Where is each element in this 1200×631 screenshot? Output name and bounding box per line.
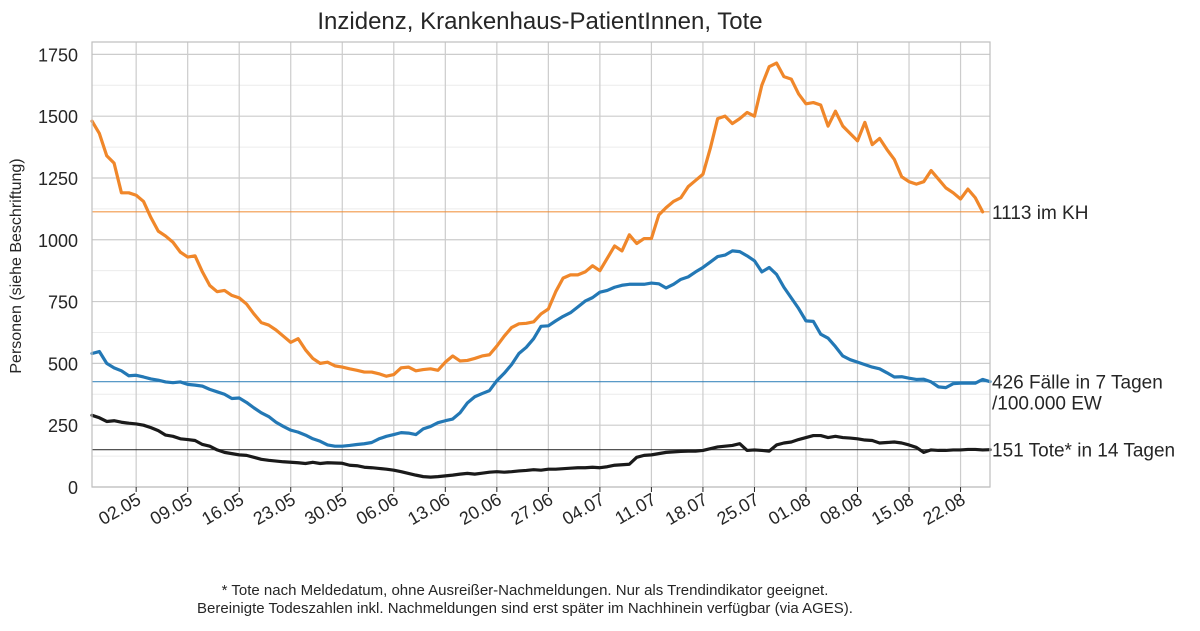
series-layer: [90, 61, 992, 479]
x-tick-label: 01.08: [765, 489, 814, 529]
y-tick-label: 250: [48, 416, 78, 436]
x-tick-labels: 02.05 09.05 16.05 23.05 30.05 06.06 13.06 20.06…: [95, 487, 969, 529]
x-tick-label: 08.08: [816, 489, 865, 529]
x-tick-label: 02.05: [95, 489, 144, 529]
y-tick-label: 500: [48, 354, 78, 374]
series-line-tote: [90, 413, 992, 479]
x-tick-label: 30.05: [301, 489, 350, 529]
y-tick-label: 1500: [38, 107, 78, 127]
reference-lines: [92, 211, 990, 451]
x-tick-label: 11.07: [612, 489, 660, 528]
x-tick-label: 27.06: [507, 489, 556, 529]
end-label-tote: 151 Tote* in 14 Tagen: [992, 441, 1175, 462]
x-tick-label: 15.08: [868, 489, 917, 529]
footnote-line-1: * Tote nach Meldedatum, ohne Ausreißer-N…: [221, 582, 829, 599]
y-tick-label: 0: [68, 478, 78, 498]
end-labels: 1113 im KH 426 Fälle in 7 Tagen/100.000 E…: [992, 203, 1175, 462]
x-tick-label: 16.05: [198, 489, 247, 529]
series-line-krankenhaus: [90, 61, 985, 378]
end-label-krankenhaus: 1113 im KH: [992, 203, 1088, 224]
x-tick-label: 13.06: [404, 489, 453, 529]
x-tick-label: 18.07: [662, 489, 711, 529]
y-tick-label: 1750: [38, 45, 78, 65]
x-tick-label: 06.06: [353, 489, 402, 529]
footnote: * Tote nach Meldedatum, ohne Ausreißer-N…: [0, 582, 1050, 618]
x-tick-label: 09.05: [147, 489, 196, 529]
y-tick-labels: 0 250 500 750 1000 1250 1500 1750: [38, 45, 78, 498]
y-axis-label: Personen (siehe Beschriftung): [8, 158, 25, 373]
x-tick-label: 20.06: [456, 489, 505, 529]
x-tick-label: 22.08: [920, 489, 969, 529]
y-tick-label: 750: [48, 293, 78, 313]
y-tick-label: 1250: [38, 169, 78, 189]
y-tick-label: 1000: [38, 231, 78, 251]
chart-title: Inzidenz, Krankenhaus-PatientInnen, Tote: [317, 8, 762, 35]
x-tick-label: 04.07: [559, 489, 608, 529]
plot-frame: [91, 41, 991, 488]
end-label-inzidenz: 426 Fälle in 7 Tagen: [992, 373, 1163, 394]
x-tick-label: 25.07: [713, 489, 762, 529]
series-line-inzidenz: [90, 249, 992, 448]
end-label-inzidenz: /100.000 EW: [992, 394, 1102, 415]
footnote-line-2: Bereinigte Todeszahlen inkl. Nachmeldung…: [197, 600, 853, 617]
x-tick-label: 23.05: [250, 489, 299, 529]
grid-layer: [92, 42, 990, 488]
